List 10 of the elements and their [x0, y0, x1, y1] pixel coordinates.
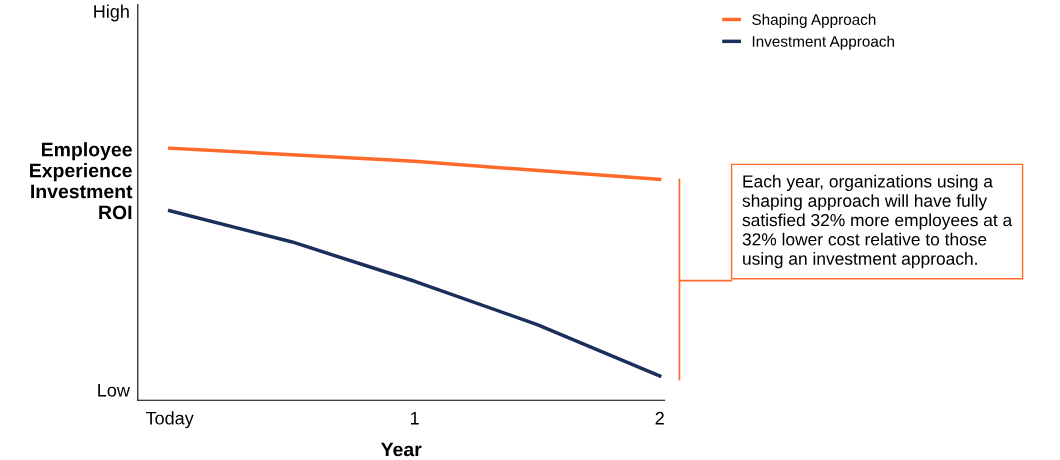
text: High [94, 4, 129, 22]
x-tick-label: 2 [655, 411, 664, 425]
x-tick-label: Today [145, 411, 194, 429]
y-axis-title: Employee Experience Investment ROI [30, 142, 133, 220]
x-tick-label: 1 [411, 411, 419, 425]
text: Each year, organizations using a shaping approach will have fully satisfied 32% more employees at a 32% lower cost relative to those using an investment approach. [742, 174, 1013, 269]
text: Low [98, 384, 130, 397]
legend-label: Investment Approach [752, 35, 894, 50]
legend-label: Shaping Approach [752, 13, 876, 28]
x-axis-title: Year [380, 442, 422, 457]
